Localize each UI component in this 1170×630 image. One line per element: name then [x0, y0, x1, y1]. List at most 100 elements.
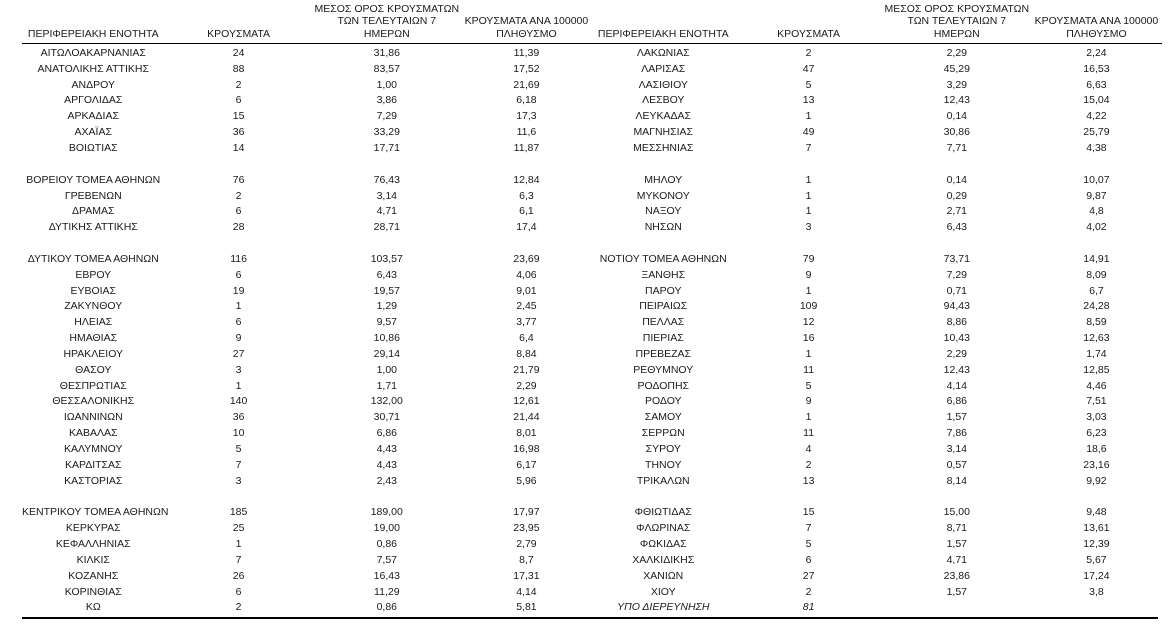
- cell-per100k: 8,09: [1086, 268, 1107, 281]
- table-row: ΑΡΚΑΔΙΑΣ 15 7,29 17,3: [22, 108, 592, 124]
- table-row: ΚΟΖΑΝΗΣ 26 16,43 17,31: [22, 568, 592, 584]
- cell-per100k: 9,48: [1086, 506, 1107, 519]
- table-row: ΕΥΒΟΙΑΣ 19 19,57 9,01: [22, 283, 592, 299]
- cell-per100k: 12,84: [513, 173, 540, 186]
- cell-cases: 3: [805, 221, 812, 234]
- cell-region-name: ΕΒΡΟΥ: [75, 268, 112, 281]
- cell-avg7: 11,29: [374, 585, 400, 598]
- cell-per100k: 9,87: [1086, 189, 1107, 202]
- cell-region-name: ΣΥΡΟΥ: [645, 443, 681, 456]
- cell-avg7: 0,57: [946, 458, 967, 471]
- cell-region-name: ΚΕΝΤΡΙΚΟΥ ΤΟΜΕΑ ΑΘΗΝΩΝ: [22, 506, 169, 519]
- table-row: ΡΕΘΥΜΝΟΥ 11 12,43 12,85: [592, 362, 1162, 378]
- cell-cases: 16: [802, 332, 815, 345]
- cell-cases: 4: [805, 443, 812, 456]
- cell-cases: 5: [805, 78, 812, 91]
- cell-per100k: 8,59: [1086, 316, 1107, 329]
- cell-cases: 9: [805, 395, 812, 408]
- table-row: ΚΑΣΤΟΡΙΑΣ 3 2,43 5,96: [22, 473, 592, 489]
- table-row: ΤΗΝΟΥ 2 0,57 23,16: [592, 457, 1162, 473]
- cell-region-name: ΦΩΚΙΔΑΣ: [639, 538, 687, 551]
- cell-region-name: ΚΑΒΑΛΑΣ: [68, 427, 118, 440]
- cell-per100k: 6,1: [519, 205, 534, 218]
- table-row: ΔΥΤΙΚΗΣ ΑΤΤΙΚΗΣ 28 28,71 17,4: [22, 219, 592, 235]
- cell-cases: 15: [232, 110, 245, 123]
- cell-region-name: ΛΑΣΙΘΙΟΥ: [638, 78, 688, 91]
- cell-per100k: 4,22: [1086, 110, 1107, 123]
- header-avg7-line2: ΤΩΝ ΤΕΛΕΥΤΑΙΩΝ 7: [907, 15, 1007, 27]
- cell-per100k: 12,63: [1083, 332, 1110, 345]
- cell-avg7: 23,86: [943, 569, 970, 582]
- header-cases-label: ΚΡΟΥΣΜΑΤΑ: [207, 27, 271, 40]
- cell-region-name: ΥΠΟ ΔΙΕΡΕΥΝΗΣΗ: [617, 601, 710, 614]
- cell-per100k: 10,07: [1083, 173, 1110, 186]
- cell-avg7: 30,71: [373, 411, 400, 424]
- cell-region-name: ΧΑΛΚΙΔΙΚΗΣ: [632, 553, 695, 566]
- cell-region-name: ΑΝΑΤΟΛΙΚΗΣ ΑΤΤΙΚΗΣ: [37, 62, 149, 75]
- cell-cases: 28: [232, 221, 245, 234]
- cell-cases: 26: [232, 569, 245, 582]
- cell-cases: 27: [232, 347, 245, 360]
- cell-avg7: 0,71: [946, 284, 967, 297]
- cell-region-name: ΙΩΑΝΝΙΝΩΝ: [63, 411, 123, 424]
- cell-cases: 6: [805, 553, 812, 566]
- cell-avg7: 4,71: [376, 205, 397, 218]
- cell-per100k: 5,81: [516, 601, 537, 614]
- header-per100k-line1: ΚΡΟΥΣΜΑΤΑ ΑΝΑ 100000: [1034, 15, 1159, 27]
- table-body-left: ΑΙΤΩΛΟΑΚΑΡΝΑΝΙΑΣ 24 31,86 11,39 ΑΝΑΤΟΛΙΚΗΣ Α…: [22, 44, 592, 615]
- header-per100k-line2: ΠΛΗΘΥΣΜΟ: [1066, 27, 1127, 40]
- cell-cases: 185: [229, 506, 248, 519]
- cell-avg7: 0,14: [946, 110, 967, 123]
- table-row: ΗΛΕΙΑΣ 6 9,57 3,77: [22, 314, 592, 330]
- cell-avg7: 7,86: [946, 427, 967, 440]
- cell-region-name: ΠΑΡΟΥ: [645, 284, 682, 297]
- cell-avg7: 28,71: [373, 221, 400, 234]
- cell-region-name: ΓΡΕΒΕΝΩΝ: [64, 189, 122, 202]
- regional-table-right: ΠΕΡΙΦΕΡΕΙΑΚΗ ΕΝΟΤΗΤΑ ΚΡΟΥΣΜΑΤΑ ΜΕΣΟΣ ΟΡΟ…: [592, 0, 1162, 615]
- cell-cases: 6: [235, 268, 242, 281]
- cell-region-name: ΝΟΤΙΟΥ ΤΟΜΕΑ ΑΘΗΝΩΝ: [599, 252, 727, 265]
- cell-region-name: ΚΕΡΚΥΡΑΣ: [65, 522, 121, 535]
- cell-per100k: 21,44: [513, 411, 540, 424]
- cell-per100k: 6,18: [516, 94, 537, 107]
- table-row: ΑΝΑΤΟΛΙΚΗΣ ΑΤΤΙΚΗΣ 88 83,57 17,52: [22, 61, 592, 77]
- table-row: ΚΟΡΙΝΘΙΑΣ 6 11,29 4,14: [22, 584, 592, 600]
- cell-avg7: 1,00: [376, 78, 397, 91]
- cell-region-name: ΘΕΣΣΑΛΟΝΙΚΗΣ: [52, 395, 135, 408]
- table-row: ΡΟΔΟΥ 9 6,86 7,51: [592, 394, 1162, 410]
- cell-avg7: 12,43: [943, 363, 970, 376]
- cell-region-name: ΜΑΓΝΗΣΙΑΣ: [633, 126, 694, 139]
- cell-avg7: 6,86: [376, 427, 397, 440]
- cell-region-name: ΛΑΡΙΣΑΣ: [641, 62, 686, 75]
- cell-avg7: 6,86: [946, 395, 967, 408]
- cell-per100k: 16,98: [513, 443, 540, 456]
- cell-cases: 14: [232, 141, 245, 154]
- cell-region-name: ΡΕΘΥΜΝΟΥ: [633, 363, 694, 376]
- header-region-unit-label: ΠΕΡΙΦΕΡΕΙΑΚΗ ΕΝΟΤΗΤΑ: [27, 27, 159, 40]
- cell-per100k: 4,8: [1089, 205, 1104, 218]
- cell-per100k: 11,87: [513, 141, 540, 154]
- cell-per100k: 5,96: [516, 474, 537, 487]
- cell-cases: 2: [235, 601, 242, 614]
- cell-avg7: 10,43: [943, 332, 970, 345]
- cell-region-name: ΛΑΚΩΝΙΑΣ: [636, 46, 690, 59]
- table-row: ΦΛΩΡΙΝΑΣ 7 8,71 13,61: [592, 520, 1162, 536]
- cell-cases: 1: [805, 284, 812, 297]
- cell-per100k: 17,4: [516, 221, 537, 234]
- table-row: ΚΑΛΥΜΝΟΥ 5 4,43 16,98: [22, 441, 592, 457]
- cell-region-name: ΦΘΙΩΤΙΔΑΣ: [634, 506, 692, 519]
- cell-region-name: ΚΑΣΤΟΡΙΑΣ: [64, 474, 123, 487]
- header-per100k-line2: ΠΛΗΘΥΣΜΟ: [496, 27, 557, 40]
- cell-region-name: ΡΟΔΟΥ: [644, 395, 682, 408]
- cell-region-name: ΔΡΑΜΑΣ: [72, 205, 115, 218]
- cell-avg7: 73,71: [943, 252, 970, 265]
- header-region-unit-label: ΠΕΡΙΦΕΡΕΙΑΚΗ ΕΝΟΤΗΤΑ: [597, 27, 729, 40]
- cell-cases: 88: [232, 62, 245, 75]
- cell-region-name: ΚΑΡΔΙΤΣΑΣ: [64, 458, 122, 471]
- table-row: ΡΟΔΟΠΗΣ 5 4,14 4,46: [592, 378, 1162, 394]
- blank-separator-row: [22, 235, 592, 251]
- cell-avg7: 10,86: [373, 332, 400, 345]
- cell-region-name: ΗΡΑΚΛΕΙΟΥ: [63, 347, 124, 360]
- cell-avg7: 16,43: [373, 569, 400, 582]
- blank-separator-row: [22, 156, 592, 172]
